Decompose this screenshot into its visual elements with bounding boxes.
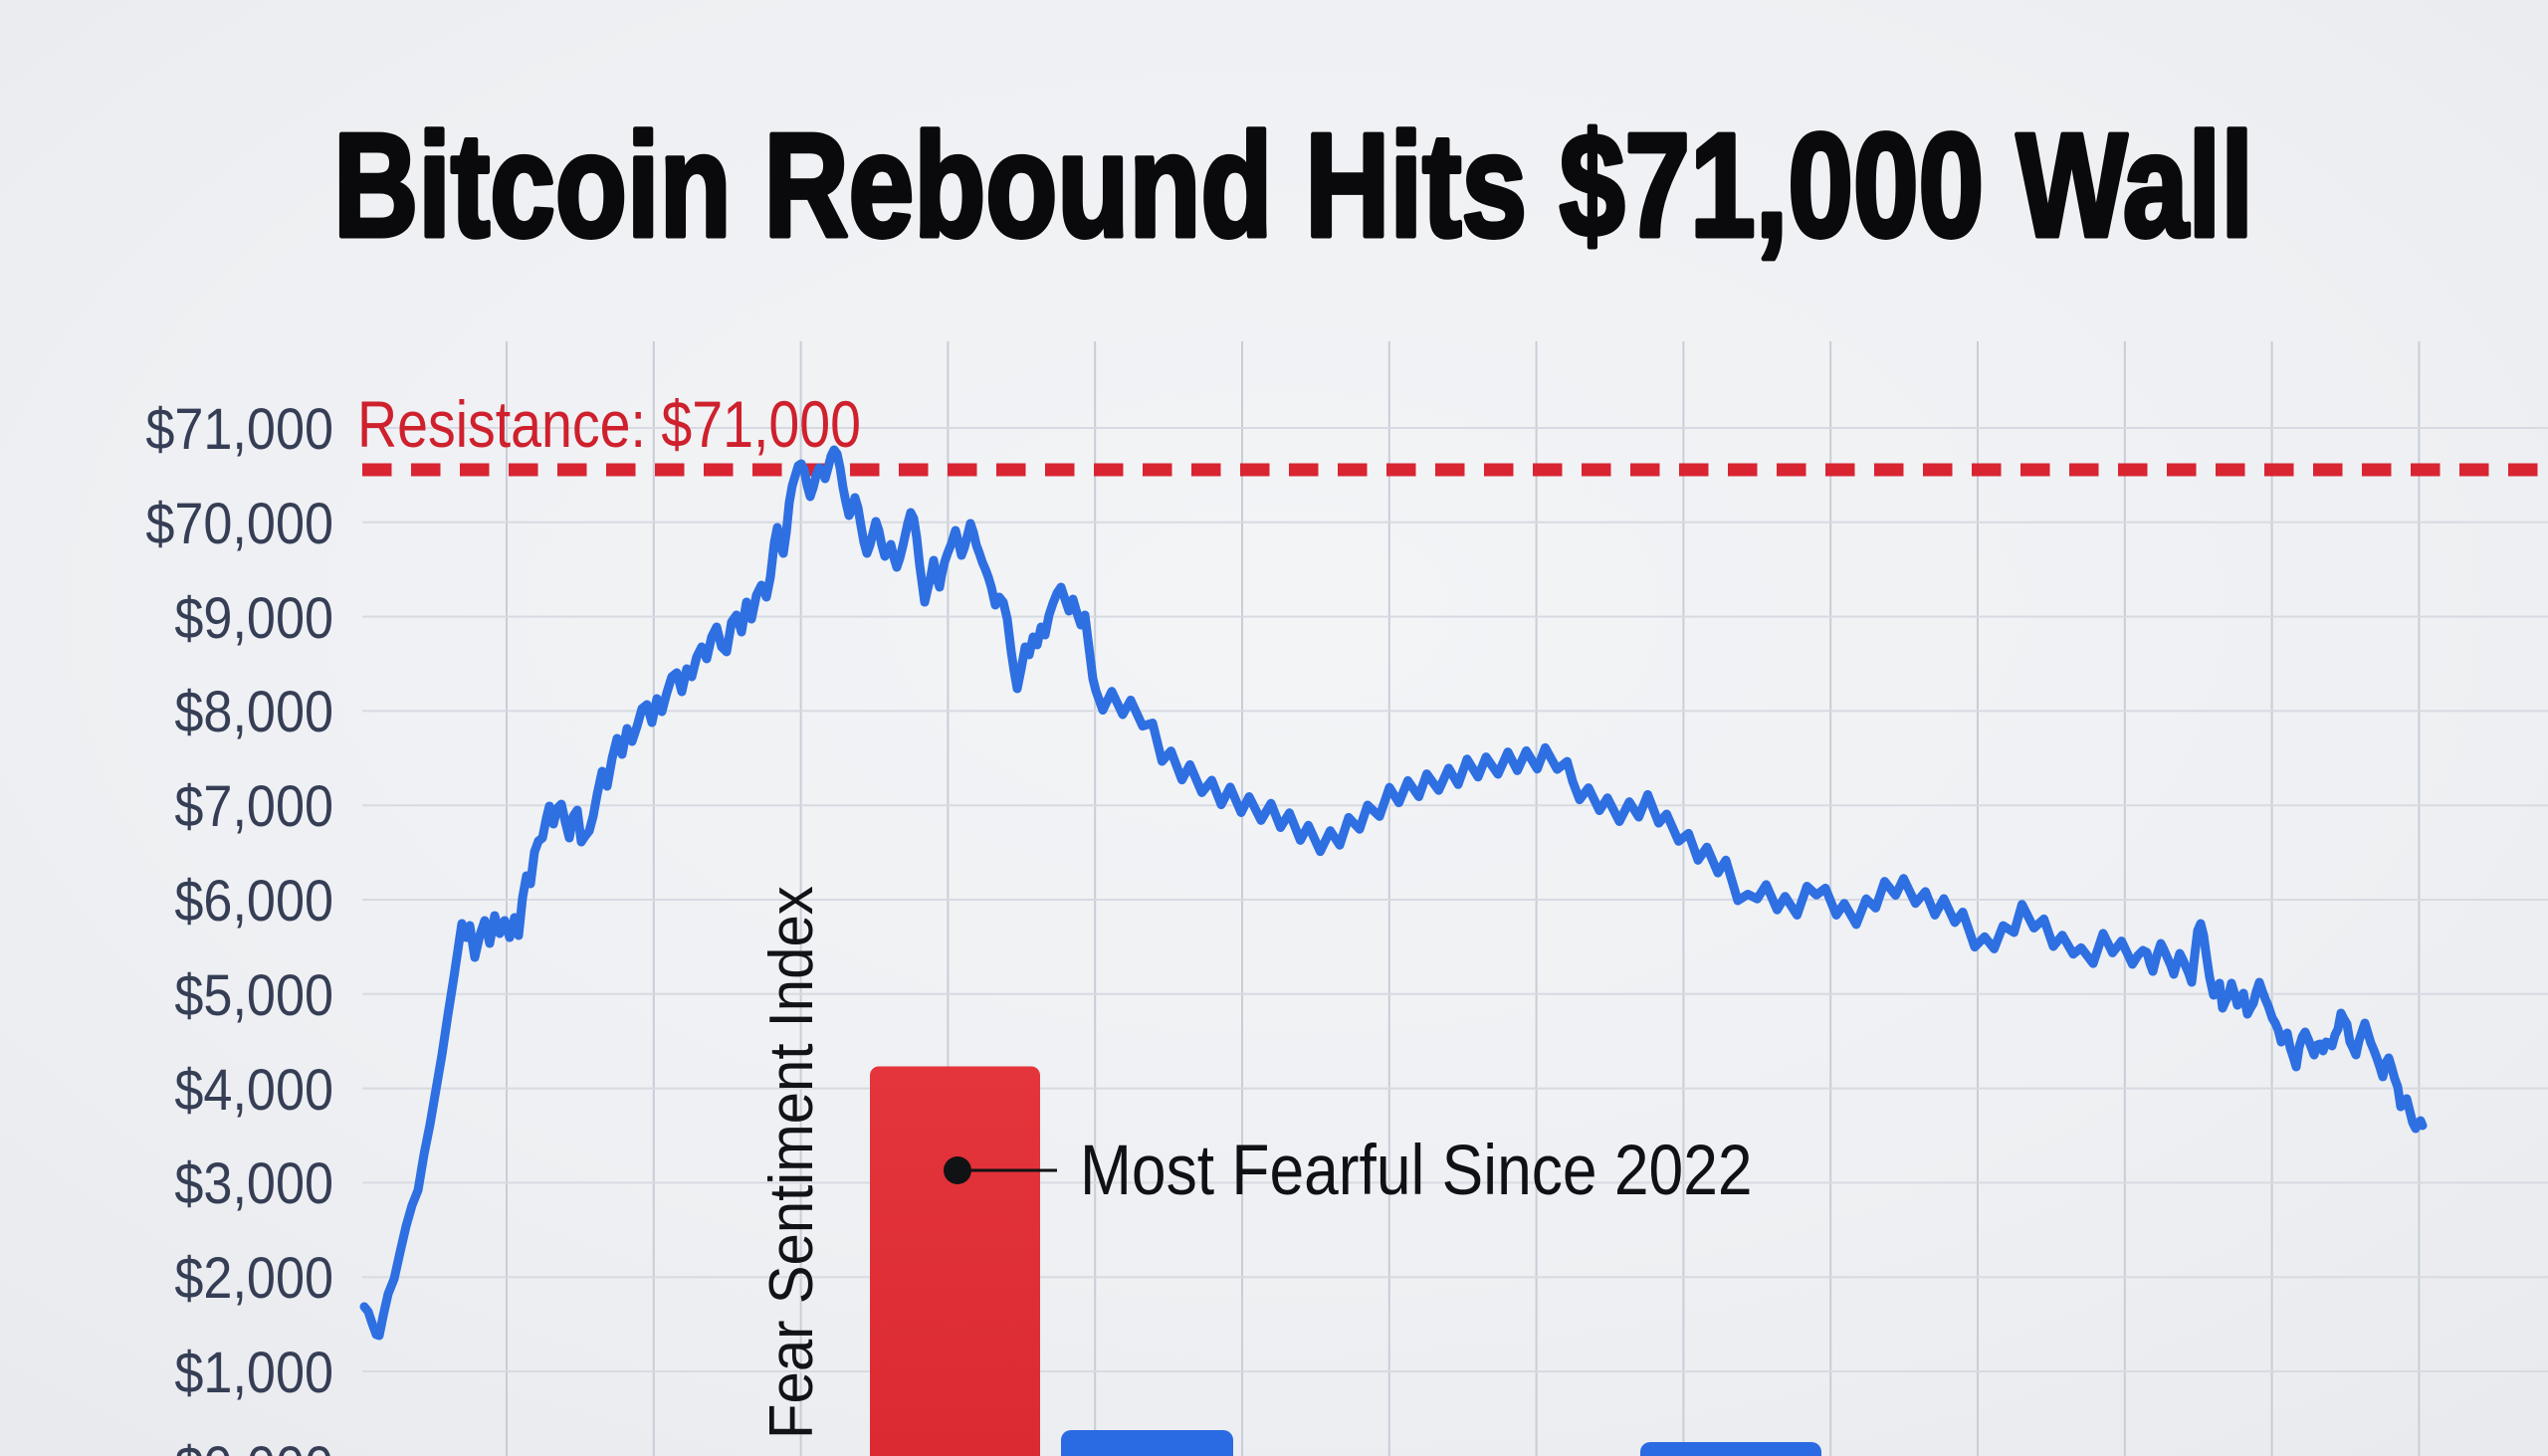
- svg-text:Resistance: $71,000: Resistance: $71,000: [357, 387, 861, 461]
- svg-text:Bitcoin Rebound Hits $71,000 W: Bitcoin Rebound Hits $71,000 Wall: [333, 104, 2253, 268]
- svg-text:$6,000: $6,000: [174, 868, 333, 933]
- svg-text:$1,000: $1,000: [174, 1340, 333, 1404]
- svg-text:Fear Sentiment Index: Fear Sentiment Index: [756, 886, 825, 1439]
- svg-text:$70,000: $70,000: [145, 491, 333, 555]
- svg-text:$4,000: $4,000: [174, 1057, 333, 1122]
- svg-text:$7,000: $7,000: [174, 773, 333, 838]
- svg-text:Most Fearful Since 2022: Most Fearful Since 2022: [1080, 1132, 1753, 1210]
- svg-text:$8,000: $8,000: [174, 679, 333, 743]
- svg-text:$3,000: $3,000: [174, 1150, 333, 1215]
- svg-text:$2,000: $2,000: [174, 1245, 333, 1310]
- svg-text:$71,000: $71,000: [145, 396, 333, 461]
- svg-text:$0,000: $0,000: [174, 1434, 333, 1456]
- svg-text:$9,000: $9,000: [174, 585, 333, 650]
- svg-text:$5,000: $5,000: [174, 962, 333, 1027]
